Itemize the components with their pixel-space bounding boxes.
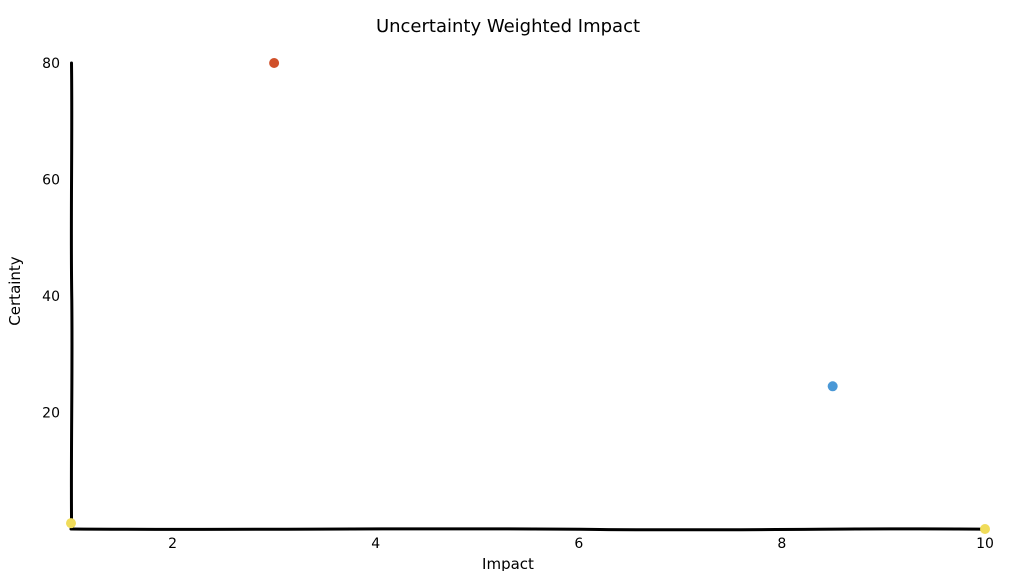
y-tick-labels: 20 40 60 80 — [42, 56, 60, 422]
x-tick-labels: 2 4 6 8 10 — [168, 536, 994, 552]
y-tick-label: 80 — [42, 56, 60, 72]
data-points — [66, 58, 990, 534]
x-tick-label: 6 — [574, 536, 583, 552]
chart-title: Uncertainty Weighted Impact — [376, 16, 640, 37]
y-axis-label: Certainty — [6, 256, 24, 325]
x-tick-label: 8 — [777, 536, 786, 552]
scatter-point — [827, 381, 838, 392]
x-axis-line — [69, 527, 987, 532]
scatter-point — [980, 524, 990, 534]
x-tick-label: 10 — [976, 536, 994, 552]
scatter-point — [66, 518, 76, 529]
y-axis-line — [69, 61, 74, 531]
scatter-point — [269, 58, 280, 68]
y-tick-label: 40 — [42, 289, 60, 305]
y-tick-label: 60 — [42, 173, 60, 189]
x-tick-label: 4 — [371, 536, 380, 552]
x-axis-label: Impact — [482, 555, 534, 571]
x-tick-label: 2 — [168, 536, 177, 552]
y-tick-label: 20 — [42, 406, 60, 422]
